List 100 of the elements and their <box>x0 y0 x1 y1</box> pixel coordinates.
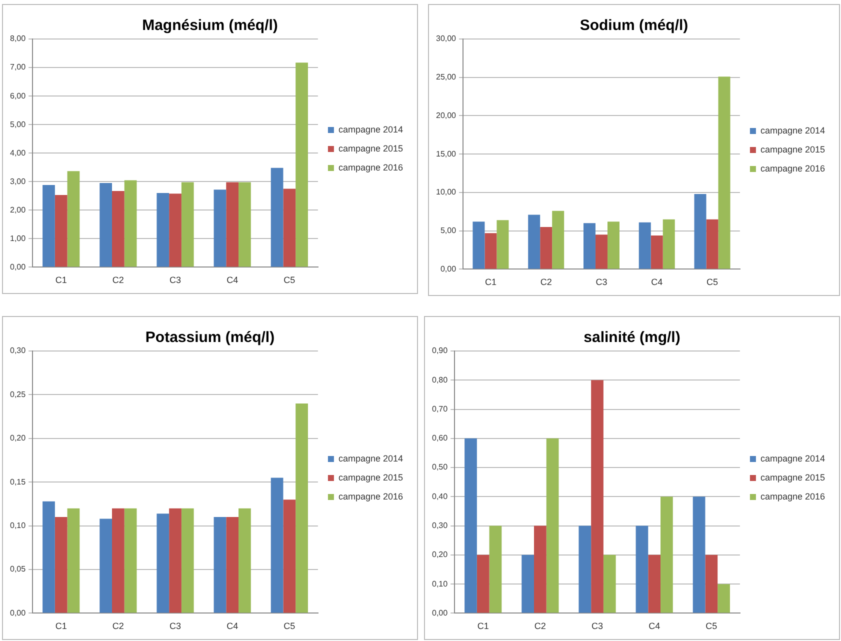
y-tick-label: 1,00 <box>10 234 26 243</box>
bar <box>476 554 490 613</box>
y-tick-label: 6,00 <box>10 91 26 100</box>
x-tick-label: C2 <box>112 275 124 286</box>
y-tick-label: 0,00 <box>440 264 457 274</box>
legend-label: campagne 2014 <box>338 453 404 464</box>
y-tick-label: 0,30 <box>10 346 26 356</box>
bar <box>169 194 182 267</box>
x-tick-label: C5 <box>284 275 296 286</box>
legend-label: campagne 2014 <box>760 125 826 136</box>
y-tick-label: 7,00 <box>10 62 26 72</box>
bar <box>662 219 675 269</box>
legend-label: campagne 2016 <box>760 163 826 174</box>
bar <box>705 554 718 613</box>
legend-label: campagne 2016 <box>338 491 404 502</box>
legend-label: campagne 2015 <box>760 144 826 154</box>
bar <box>694 194 706 269</box>
bar <box>296 403 308 613</box>
bar <box>718 76 730 269</box>
y-tick-label: 0,10 <box>432 579 448 588</box>
y-tick-label: 0,15 <box>10 477 26 486</box>
y-tick-label: 0,70 <box>432 404 448 414</box>
bar <box>54 195 68 267</box>
legend-label: campagne 2016 <box>338 162 404 172</box>
x-tick-label: C1 <box>484 277 496 288</box>
bar <box>650 235 663 269</box>
chart-title: Magnésium (méq/l) <box>142 17 278 34</box>
bar <box>583 223 596 269</box>
bar <box>496 220 509 269</box>
bar <box>692 496 706 613</box>
y-tick-label: 0,05 <box>10 564 26 574</box>
bar <box>54 517 68 613</box>
bar <box>607 222 620 269</box>
bar <box>100 518 112 613</box>
y-tick-label: 0,20 <box>10 434 26 443</box>
x-tick-label: C4 <box>648 621 660 632</box>
y-tick-label: 0,10 <box>10 521 26 530</box>
bar <box>270 168 284 267</box>
bar <box>238 508 251 613</box>
bar <box>595 234 608 269</box>
bar <box>489 526 502 613</box>
bar <box>156 193 170 267</box>
y-tick-label: 10,00 <box>436 188 457 197</box>
bar <box>546 438 559 613</box>
bar <box>472 222 485 269</box>
chart-title: salinité (mg/l) <box>584 329 680 346</box>
y-tick-label: 0,60 <box>432 434 448 443</box>
chart-title: Sodium (méq/l) <box>580 17 688 34</box>
y-tick-label: 0,80 <box>432 375 448 384</box>
y-tick-label: 0,20 <box>432 550 448 560</box>
legend-label: campagne 2014 <box>338 124 404 134</box>
bar <box>638 222 651 269</box>
y-tick-label: 30,00 <box>436 34 457 44</box>
bar <box>42 185 55 267</box>
y-tick-label: 15,00 <box>436 149 457 158</box>
legend-label: campagne 2015 <box>338 143 404 154</box>
bar <box>214 517 226 613</box>
bar <box>528 214 540 269</box>
bar <box>540 226 552 269</box>
x-tick-label: C1 <box>55 621 67 632</box>
bar <box>124 180 137 267</box>
y-tick-label: 4,00 <box>10 148 26 158</box>
bar <box>578 526 592 613</box>
x-tick-label: C1 <box>477 621 489 632</box>
chart-title: Potassium (méq/l) <box>145 329 275 346</box>
legend-label: campagne 2015 <box>760 472 826 482</box>
bar <box>42 501 55 613</box>
y-tick-label: 0,30 <box>432 521 448 530</box>
x-tick-label: C4 <box>651 277 663 288</box>
bar <box>270 478 284 613</box>
x-tick-label: C2 <box>534 621 546 632</box>
x-tick-label: C3 <box>170 275 182 286</box>
x-tick-label: C3 <box>592 621 604 632</box>
x-tick-label: C1 <box>55 275 67 286</box>
bar <box>464 438 477 613</box>
bar <box>226 182 239 267</box>
bar <box>100 183 112 267</box>
bar <box>156 514 170 613</box>
legend-label: campagne 2014 <box>760 453 826 464</box>
bar <box>67 171 80 267</box>
bar <box>226 517 239 613</box>
bar <box>591 380 604 613</box>
bar <box>169 508 182 613</box>
bar <box>296 62 308 267</box>
bar <box>636 526 648 613</box>
bar <box>112 508 124 613</box>
bar <box>181 182 194 267</box>
y-tick-label: 3,00 <box>10 176 26 186</box>
bar <box>214 190 226 267</box>
y-tick-label: 0,00 <box>10 608 26 618</box>
bar <box>67 508 80 613</box>
x-tick-label: C3 <box>596 277 608 288</box>
y-tick-label: 0,00 <box>432 608 448 618</box>
x-tick-label: C2 <box>540 277 552 288</box>
bar <box>283 188 296 267</box>
x-tick-label: C5 <box>284 621 296 632</box>
bar <box>660 496 673 613</box>
x-tick-label: C5 <box>706 277 718 288</box>
bar <box>718 584 730 613</box>
y-tick-label: 25,00 <box>436 72 457 82</box>
